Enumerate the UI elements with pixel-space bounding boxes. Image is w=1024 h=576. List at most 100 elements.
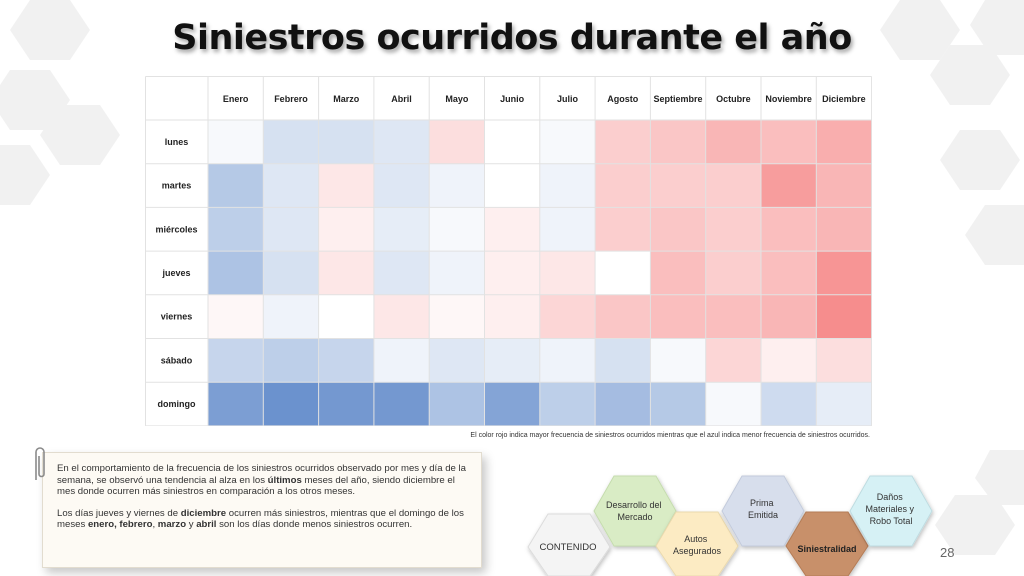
heatmap-cell — [761, 338, 817, 383]
heatmap-cell — [595, 163, 651, 208]
heatmap-cell — [208, 294, 264, 339]
heatmap-cell — [373, 120, 430, 164]
nav-danos-label: Daños Materiales y Robo Total — [865, 492, 916, 526]
heatmap-cell — [208, 382, 264, 426]
heatmap-chart: Enero Febrero Marzo Abril Mayo Junio Julio Agos… — [145, 76, 872, 426]
heatmap-cell — [761, 382, 817, 426]
heatmap-cell — [318, 163, 374, 208]
nav-prima-label: Prima Emitida — [748, 498, 778, 520]
heatmap-cell — [429, 120, 485, 164]
heatmap-cell — [208, 338, 264, 383]
column-label: Diciembre — [822, 94, 866, 104]
heatmap-cell — [539, 120, 596, 164]
heatmap-cell — [263, 251, 319, 295]
heatmap-cell — [650, 294, 706, 339]
heatmap-cell — [484, 207, 540, 252]
paperclip-icon — [35, 447, 45, 480]
heatmap-cell — [650, 338, 706, 383]
heatmap-cell — [263, 338, 319, 383]
heatmap-cell — [816, 382, 872, 426]
heatmap-cell — [373, 251, 430, 295]
column-label: Mayo — [445, 94, 469, 104]
heatmap-cell — [595, 338, 651, 383]
nav-autos-label: Autos Asegurados — [673, 534, 722, 556]
heatmap-cell — [595, 251, 651, 295]
heatmap-cell — [373, 294, 430, 339]
column-label: Septiembre — [654, 94, 703, 104]
heatmap-cell — [816, 294, 872, 339]
nav-desarrollo-label: Desarrollo del Mercado — [606, 500, 664, 522]
heatmap-cell — [650, 382, 706, 426]
nav-siniestralidad[interactable]: Siniestralidad — [785, 511, 869, 576]
heatmap-cell — [761, 207, 817, 252]
page-title: Siniestros ocurridos durante el año — [172, 18, 852, 58]
nav-danos-materiales[interactable]: Daños Materiales y Robo Total — [849, 475, 933, 547]
heatmap-cell — [816, 207, 872, 252]
heatmap-cell — [761, 294, 817, 339]
heatmap-cell — [595, 382, 651, 426]
heatmap-cell — [650, 120, 706, 164]
heatmap-cell — [208, 207, 264, 252]
nav-prima-emitida[interactable]: Prima Emitida — [721, 475, 805, 547]
heatmap-cell — [761, 120, 817, 164]
heatmap-cell — [595, 294, 651, 339]
heatmap-cell — [373, 163, 430, 208]
note-paragraph-1: En el comportamiento de la frecuencia de… — [57, 463, 467, 498]
page-number: 28 — [940, 545, 955, 560]
heatmap-cell — [318, 382, 374, 426]
heatmap-cell — [539, 207, 596, 252]
note-paragraph-2: Los días jueves y viernes de diciembre o… — [57, 507, 464, 531]
heatmap-cell — [650, 163, 706, 208]
heatmap-cell — [318, 120, 374, 164]
heatmap-cell — [208, 120, 264, 164]
column-label: Agosto — [607, 94, 638, 104]
heatmap-cell — [705, 163, 761, 208]
heatmap-cell — [484, 163, 540, 208]
heatmap-cell — [429, 338, 485, 383]
heatmap-cell — [484, 338, 540, 383]
row-label: domingo — [158, 399, 196, 409]
heatmap-cell — [705, 294, 761, 339]
row-label: sábado — [161, 355, 193, 365]
heatmap-cell — [318, 207, 374, 252]
row-label: lunes — [165, 137, 189, 147]
column-label: Marzo — [333, 94, 360, 104]
nav-autos-asegurados[interactable]: Autos Asegurados — [655, 511, 739, 576]
column-label: Julio — [557, 94, 579, 104]
heatmap-cell — [705, 338, 761, 383]
heatmap-cell — [263, 294, 319, 339]
heatmap-cell — [816, 251, 872, 295]
column-label: Octubre — [716, 94, 751, 104]
heatmap-cell — [318, 338, 374, 383]
nav-contenido-label: CONTENIDO — [540, 542, 597, 553]
heatmap-cell — [816, 163, 872, 208]
nav-contenido[interactable]: CONTENIDO — [527, 513, 611, 576]
heatmap-cell — [484, 120, 540, 164]
column-label: Febrero — [274, 94, 308, 104]
heatmap-cell — [705, 251, 761, 295]
column-label: Enero — [223, 94, 249, 104]
row-label: miércoles — [155, 224, 197, 234]
column-label: Junio — [500, 94, 525, 104]
heatmap-cell — [263, 163, 319, 208]
heatmap-cell — [318, 294, 374, 339]
heatmap-cell — [650, 251, 706, 295]
heatmap-cell — [650, 207, 706, 252]
heatmap-cell — [539, 294, 596, 339]
heatmap-grid — [145, 76, 872, 426]
chart-footnote: El color rojo indica mayor frecuencia de… — [470, 432, 870, 439]
heatmap-cell — [705, 382, 761, 426]
heatmap-cell — [761, 251, 817, 295]
heatmap-cell — [761, 163, 817, 208]
heatmap-cell — [816, 338, 872, 383]
heatmap-cell — [484, 294, 540, 339]
heatmap-cell — [429, 294, 485, 339]
heatmap-cell — [373, 338, 430, 383]
heatmap-cell — [539, 251, 596, 295]
heatmap-cell — [484, 251, 540, 295]
heatmap-cell — [484, 382, 540, 426]
heatmap-cell — [595, 207, 651, 252]
nav-siniestralidad-label: Siniestralidad — [797, 544, 856, 554]
